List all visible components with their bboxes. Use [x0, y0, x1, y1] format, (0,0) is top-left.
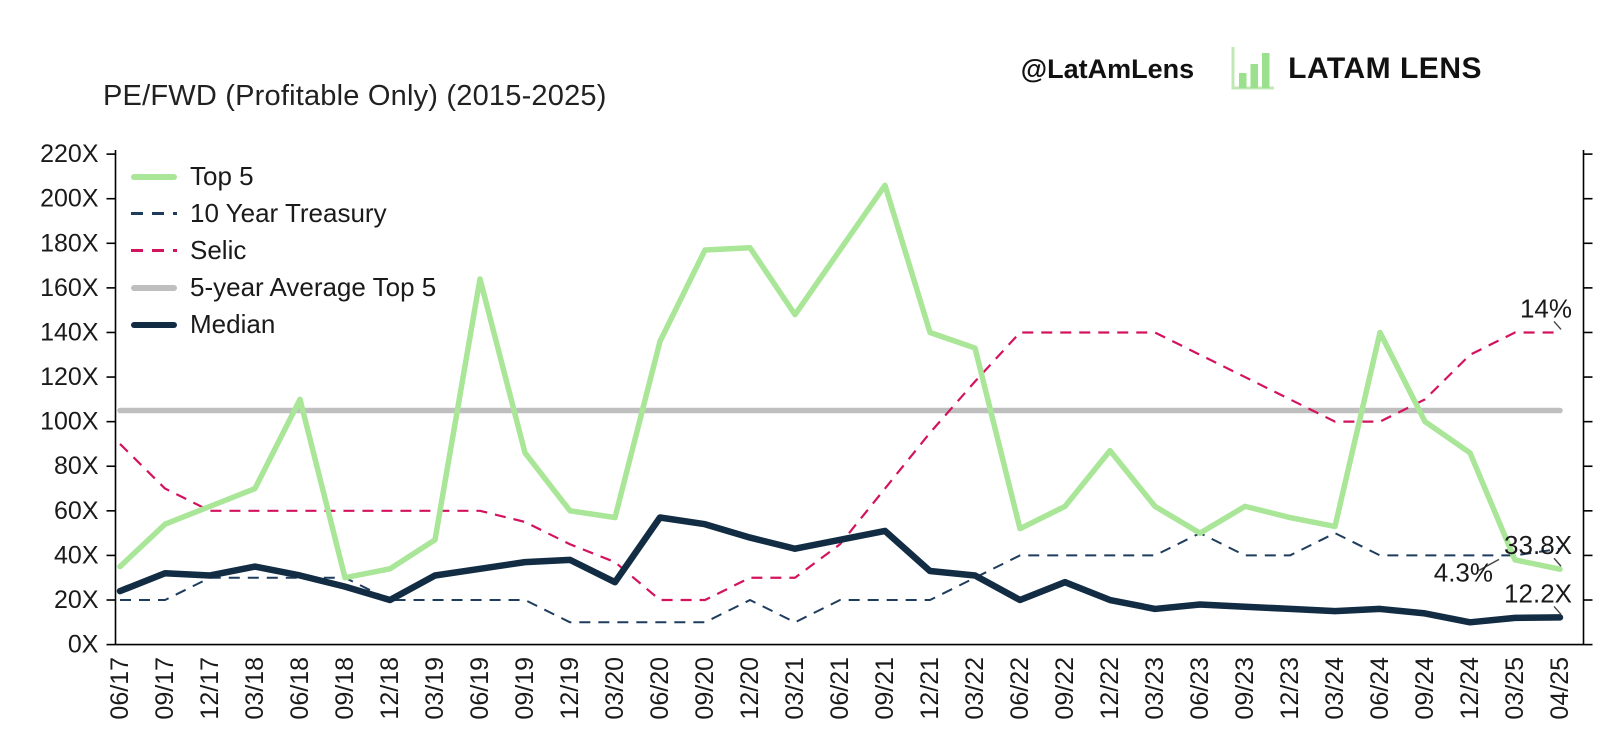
x-axis-tick-label: 03/20 — [601, 657, 629, 720]
x-axis-tick-label: 03/22 — [961, 657, 989, 720]
series-line-top-5 — [117, 182, 1563, 581]
y-axis-tick-label: 80X — [54, 452, 99, 480]
legend-label: 5-year Average Top 5 — [190, 272, 437, 302]
y-axis-tick-label: 120X — [40, 363, 99, 391]
legend-swatch-median — [131, 321, 177, 328]
x-axis-tick-label: 03/21 — [781, 657, 809, 720]
series-line-selic — [119, 331, 1560, 602]
x-axis-tick-label: 03/18 — [241, 657, 269, 720]
x-axis-tick-label: 06/20 — [646, 657, 674, 720]
x-axis-tick-label: 12/21 — [916, 657, 944, 720]
x-axis-tick-label: 12/23 — [1276, 657, 1304, 720]
brand-lockup: LATAM LENS — [1226, 44, 1482, 94]
legend-item-5-year-average-top-5: 5-year Average Top 5 — [131, 269, 436, 306]
x-axis-tick-label: 06/18 — [286, 657, 314, 720]
x-axis-tick-label: 03/24 — [1321, 657, 1349, 720]
x-axis-tick-label: 12/24 — [1456, 657, 1484, 720]
x-axis-tick-label: 09/21 — [871, 657, 899, 720]
brand-name: LATAM LENS — [1288, 52, 1482, 85]
x-axis-tick-label: 12/18 — [376, 657, 404, 720]
y-axis-tick-label: 20X — [54, 586, 99, 614]
x-axis-tick-label: 09/22 — [1051, 657, 1079, 720]
legend-label: 10 Year Treasury — [190, 198, 387, 228]
x-axis-tick-label: 09/18 — [331, 657, 359, 720]
x-axis-tick-label: 03/25 — [1501, 657, 1529, 720]
legend-swatch-top-5 — [131, 173, 177, 180]
chart-legend: Top 5 10 Year Treasury Selic 5-year Aver… — [131, 158, 436, 343]
annotation-label-14: 14% — [1520, 293, 1572, 323]
page-title: PE/FWD (Profitable Only) (2015-2025) — [103, 80, 607, 112]
x-axis-tick-label: 09/19 — [511, 657, 539, 720]
annotation-leader — [1553, 321, 1562, 330]
legend-item-top-5: Top 5 — [131, 158, 436, 195]
series-line-median — [116, 514, 1564, 626]
branding: @LatAmLens LATAM LENS — [1021, 44, 1482, 94]
x-axis-tick-label: 09/20 — [691, 657, 719, 720]
x-axis-tick-label: 03/23 — [1141, 657, 1169, 720]
x-axis-tick-label: 06/23 — [1186, 657, 1214, 720]
y-axis-tick-label: 0X — [68, 631, 99, 659]
annotation-leader — [1478, 558, 1500, 572]
x-axis-tick-label: 06/19 — [466, 657, 494, 720]
bar-chart-icon — [1231, 47, 1275, 90]
y-axis-tick-label: 220X — [40, 140, 99, 168]
x-axis-tick-label: 09/17 — [151, 657, 179, 720]
legend-item-selic: Selic — [131, 232, 436, 269]
axis-spines — [114, 150, 1585, 646]
brand-handle: @LatAmLens — [1020, 53, 1195, 84]
x-axis-tick-label: 12/20 — [736, 657, 764, 720]
legend-item-10-year-treasury: 10 Year Treasury — [131, 195, 436, 232]
x-axis-tick-label: 03/19 — [421, 657, 449, 720]
annotation-label-33-8x: 33.8X — [1504, 530, 1572, 560]
x-axis-tick-label: 12/19 — [556, 657, 584, 720]
x-axis-tick-label: 04/25 — [1546, 657, 1574, 720]
y-axis-tick-label: 180X — [40, 229, 99, 257]
x-axis-tick-label: 06/22 — [1006, 657, 1034, 720]
y-axis-tick-label: 160X — [40, 274, 99, 302]
legend-swatch-5-year-average-top-5 — [131, 284, 177, 291]
y-axis-tick-label: 140X — [40, 318, 99, 346]
legend-item-median: Median — [131, 306, 436, 343]
legend-label: Median — [190, 309, 276, 339]
x-axis-tick-label: 12/17 — [196, 657, 224, 720]
annotation-leader — [1553, 605, 1562, 615]
x-axis-tick-label: 09/24 — [1411, 657, 1439, 720]
y-axis-tick-label: 200X — [40, 185, 99, 213]
y-axis-tick-label: 40X — [54, 541, 99, 569]
y-axis-tick-label: 100X — [40, 408, 99, 436]
x-axis-tick-label: 09/23 — [1231, 657, 1259, 720]
annotation-label-4-3: 4.3% — [1434, 557, 1493, 587]
annotation-label-12-2x: 12.2X — [1504, 578, 1572, 608]
x-axis-tick-label: 06/17 — [106, 657, 134, 720]
legend-label: Selic — [190, 235, 247, 265]
legend-swatch-10-year-treasury — [131, 212, 177, 215]
x-axis-tick-label: 12/22 — [1096, 657, 1124, 720]
legend-label: Top 5 — [190, 161, 254, 191]
series-line-10-year-treasury — [120, 532, 1561, 624]
x-axis-tick-label: 06/24 — [1366, 657, 1394, 720]
x-axis-tick-label: 06/21 — [826, 657, 854, 720]
annotation-leader — [1553, 557, 1562, 567]
legend-swatch-selic — [131, 249, 177, 252]
y-axis-tick-label: 60X — [54, 497, 99, 525]
